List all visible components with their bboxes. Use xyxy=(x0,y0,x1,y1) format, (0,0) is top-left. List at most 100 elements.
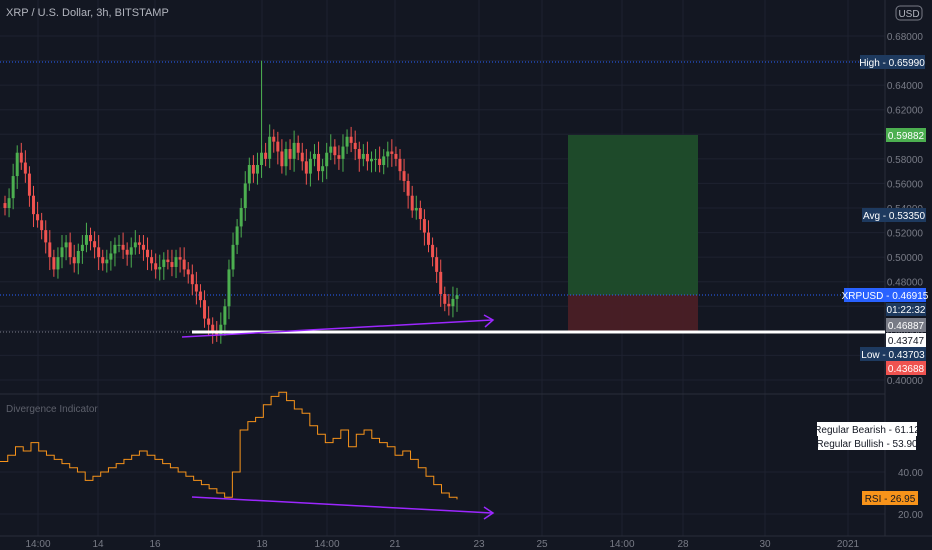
label-entry: 0.46887 xyxy=(886,318,926,332)
time-axis[interactable]: 14:00 14 16 18 14:00 21 23 25 14:00 28 30 2021 xyxy=(25,539,859,550)
candle-body xyxy=(93,241,97,248)
candle-body xyxy=(23,162,27,174)
candle-body xyxy=(382,156,386,165)
candle-body xyxy=(345,136,349,147)
label-countdown: 01:22:32 xyxy=(886,303,926,316)
time-tick: 28 xyxy=(677,539,689,550)
candlestick-series xyxy=(3,60,459,344)
candle-body xyxy=(255,165,259,174)
candle-body xyxy=(414,208,418,211)
candle-body xyxy=(7,198,11,208)
time-tick: 14:00 xyxy=(25,539,50,550)
label-low: Low - 0.43703 xyxy=(860,347,926,361)
candle-body xyxy=(300,152,304,162)
candle-body xyxy=(231,244,235,270)
candle-body xyxy=(72,257,76,264)
candle-body xyxy=(402,171,406,181)
candle-body xyxy=(247,165,251,184)
candle-body xyxy=(276,141,280,152)
candle-body xyxy=(36,214,40,221)
candle-body xyxy=(455,295,459,299)
candle-body xyxy=(317,153,321,172)
candle-body xyxy=(52,257,56,270)
candle-body xyxy=(56,257,60,270)
candle-body xyxy=(223,306,227,325)
candle-body xyxy=(146,249,150,258)
indicator-axis[interactable]: 40.00 20.00 xyxy=(898,468,923,521)
currency-button[interactable]: USD xyxy=(895,5,923,21)
candle-body xyxy=(19,152,23,163)
candle-body xyxy=(60,247,64,258)
candle-body xyxy=(170,262,174,267)
candle-body xyxy=(337,155,341,159)
candle-body xyxy=(329,146,333,153)
candle-body xyxy=(203,300,207,319)
candle-body xyxy=(374,158,378,160)
candle-body xyxy=(158,266,162,270)
candle-body xyxy=(166,259,170,263)
time-tick: 30 xyxy=(759,539,771,550)
candle-body xyxy=(117,244,121,246)
candle-body xyxy=(182,259,186,270)
price-divergence-arrow[interactable] xyxy=(181,314,495,338)
candle-body xyxy=(133,242,137,248)
profit-zone[interactable] xyxy=(568,135,698,295)
svg-text:0.43747: 0.43747 xyxy=(888,336,925,347)
time-tick: 14:00 xyxy=(609,539,634,550)
candle-body xyxy=(113,244,117,254)
candle-body xyxy=(406,180,410,196)
candle-body xyxy=(64,242,68,248)
candle-body xyxy=(333,146,337,156)
indicator-tick: 40.00 xyxy=(898,468,923,479)
candle-body xyxy=(451,298,455,307)
rsi-divergence-arrow[interactable] xyxy=(191,496,495,520)
candle-body xyxy=(288,149,292,159)
candle-body xyxy=(418,208,422,220)
price-tick: 0.62000 xyxy=(887,106,924,117)
time-tick: 25 xyxy=(536,539,548,550)
price-tick: 0.44000 xyxy=(887,327,924,338)
candle-body xyxy=(68,242,72,258)
price-tick: 0.68000 xyxy=(887,32,924,43)
candle-body xyxy=(235,226,239,245)
label-support: 0.43747 xyxy=(886,333,926,347)
candle-body xyxy=(292,142,296,159)
candle-body xyxy=(97,247,101,258)
currency-label: USD xyxy=(898,9,919,20)
price-tick: 0.56000 xyxy=(887,179,924,190)
price-tick: 0.64000 xyxy=(887,81,924,92)
candle-body xyxy=(162,259,166,267)
candle-body xyxy=(443,294,447,304)
svg-text:0.59882: 0.59882 xyxy=(888,131,925,142)
price-tick: 0.50000 xyxy=(887,253,924,264)
svg-text:Avg - 0.53350: Avg - 0.53350 xyxy=(863,211,926,222)
candle-body xyxy=(447,303,451,307)
candle-body xyxy=(121,244,125,250)
svg-text:Low - 0.43703: Low - 0.43703 xyxy=(861,350,925,361)
label-avg: Avg - 0.53350 xyxy=(862,208,926,222)
candle-body xyxy=(207,318,211,325)
candle-body xyxy=(48,242,52,258)
candle-body xyxy=(15,152,19,177)
time-tick: 16 xyxy=(149,539,161,550)
candle-body xyxy=(422,219,426,233)
candle-body xyxy=(150,257,154,264)
candle-body xyxy=(272,136,276,142)
candle-body xyxy=(353,142,357,150)
candle-body xyxy=(369,158,373,162)
symbol-title: XRP / U.S. Dollar, 3h, BITSTAMP xyxy=(6,7,169,19)
candle-body xyxy=(44,230,48,243)
candle-body xyxy=(251,165,255,174)
rsi-line xyxy=(0,391,458,500)
candle-body xyxy=(268,136,272,159)
candle-body xyxy=(190,274,194,285)
candle-body xyxy=(129,247,133,255)
candle-body xyxy=(308,158,312,174)
candle-body xyxy=(239,208,243,227)
candle-body xyxy=(435,257,439,272)
label-high: High - 0.65990 xyxy=(859,55,925,69)
loss-zone[interactable] xyxy=(568,295,698,332)
candle-body xyxy=(296,142,300,153)
label-stop: 0.43688 xyxy=(886,361,926,375)
